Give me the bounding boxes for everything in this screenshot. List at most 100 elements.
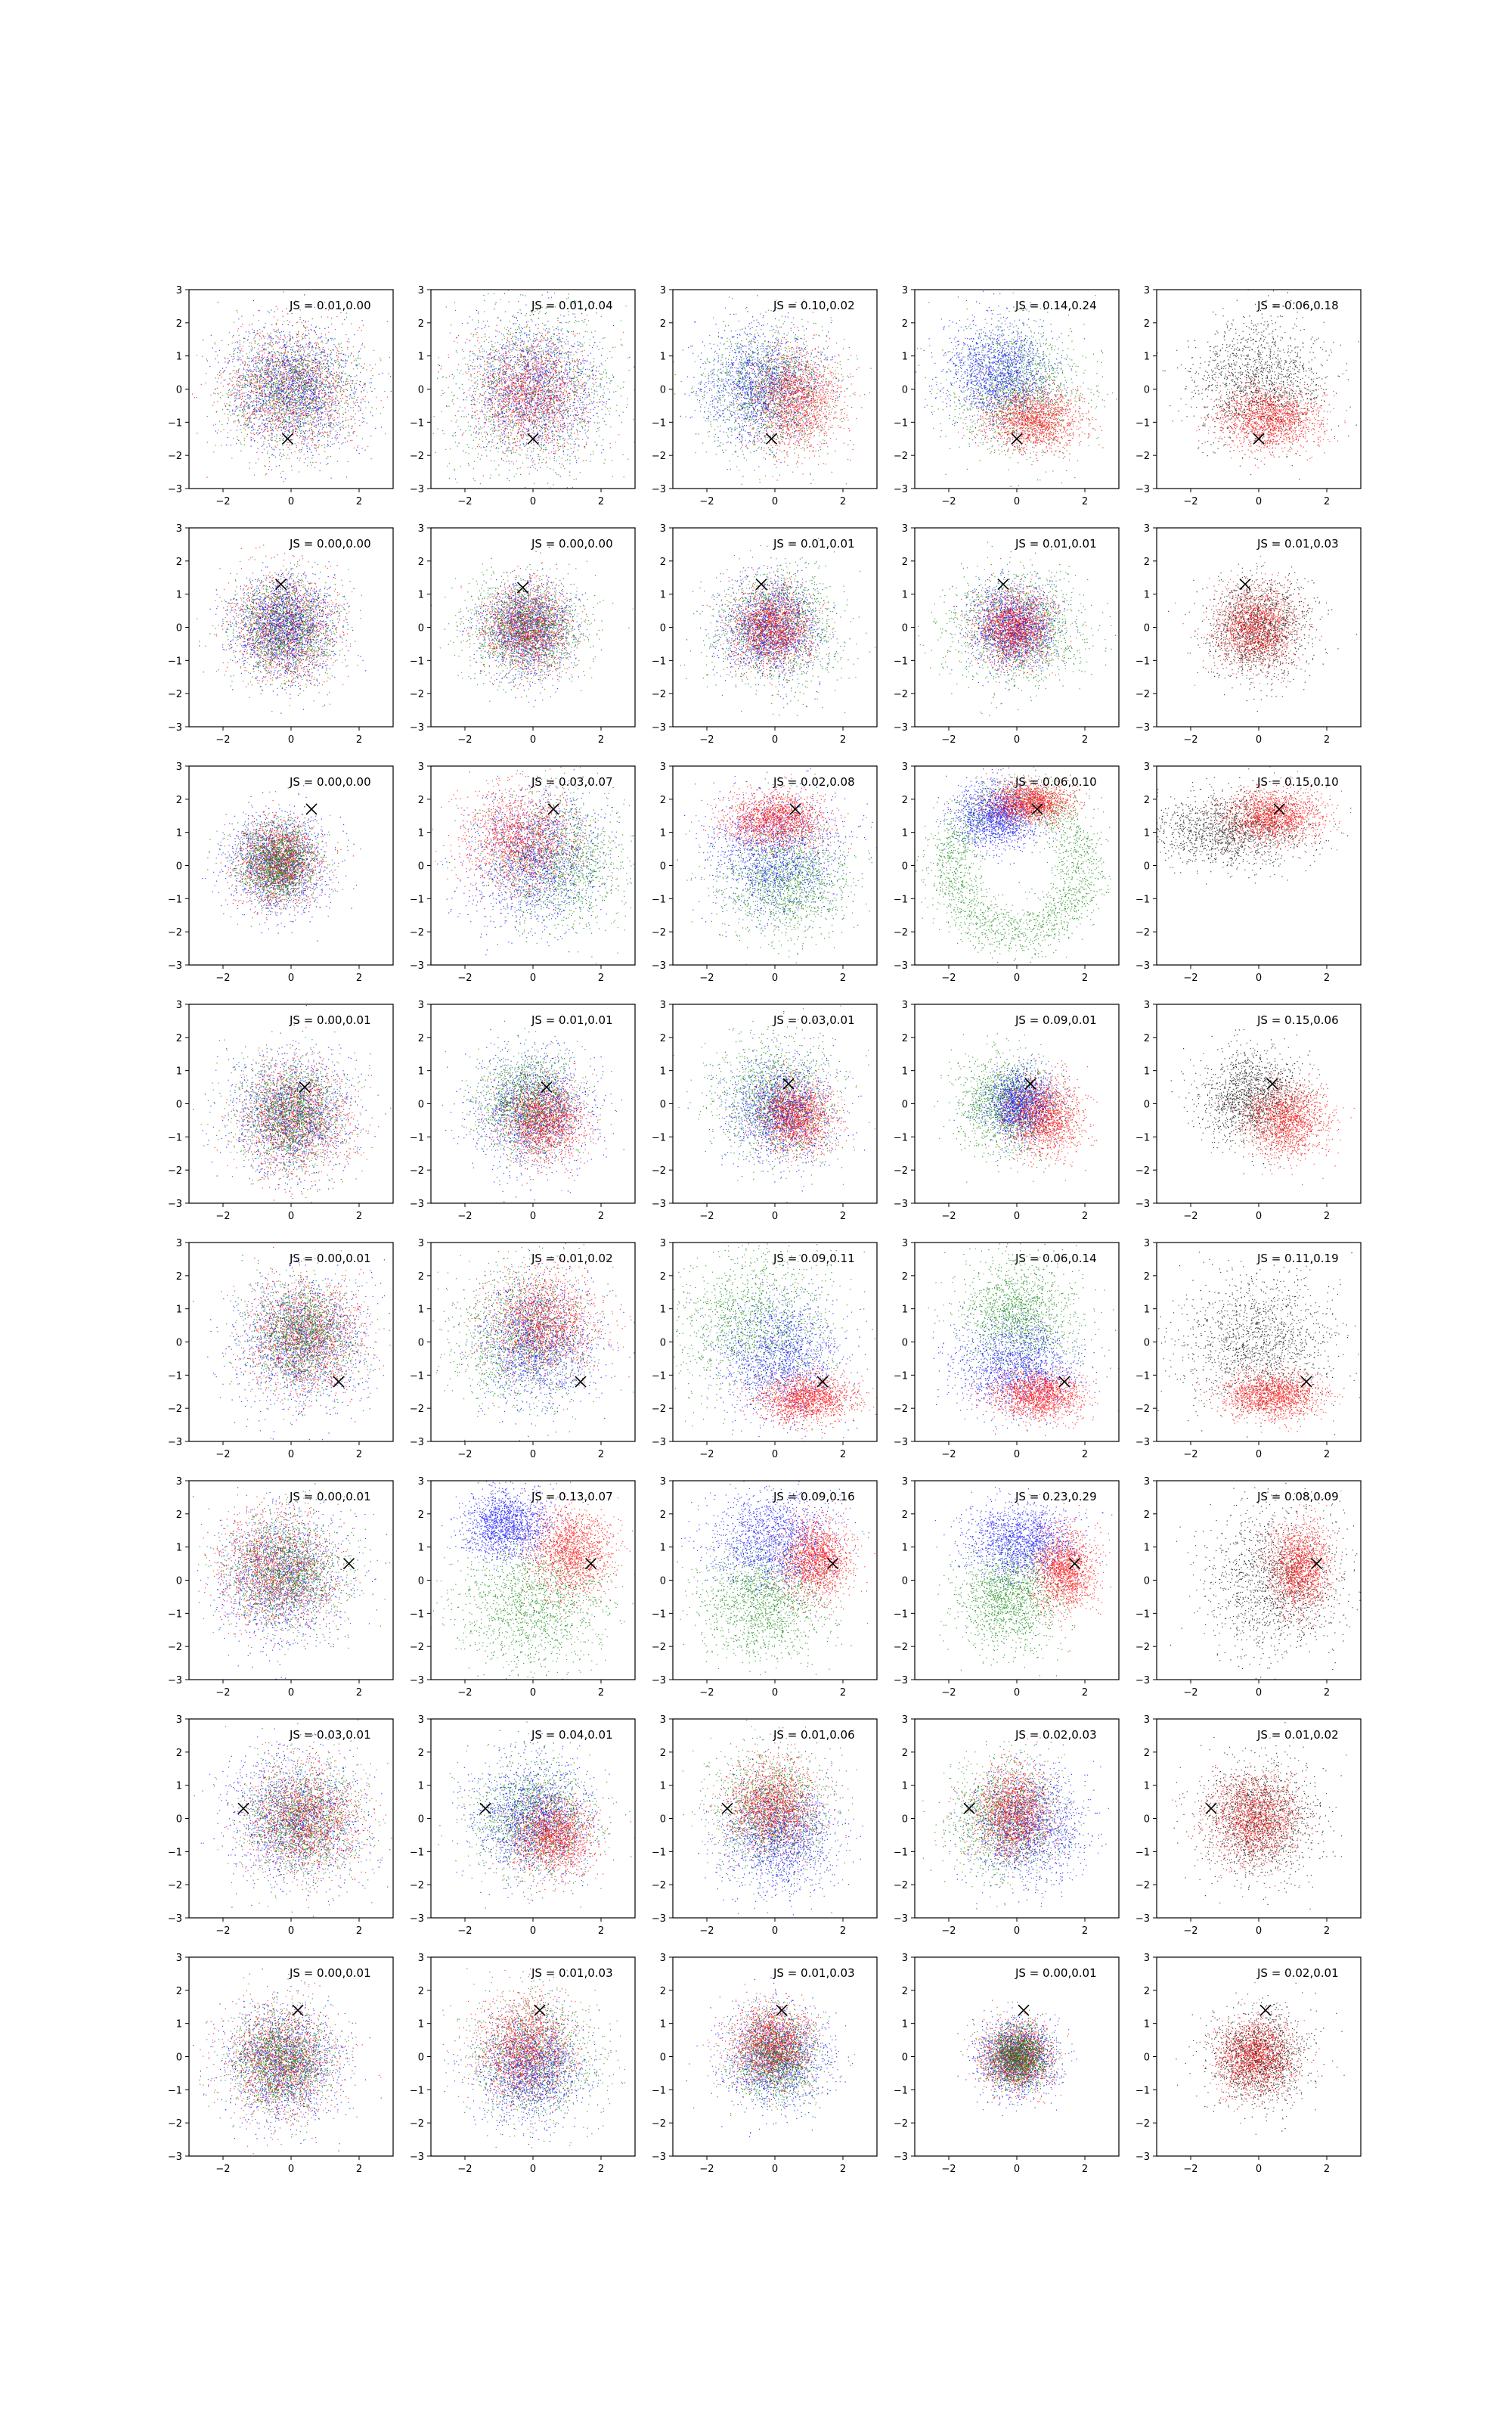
x-tick-label: −2 — [699, 496, 714, 507]
y-tick-label: 0 — [1144, 2052, 1150, 2064]
y-tick-label: 2 — [418, 1748, 424, 1759]
y-tick-label: 1 — [660, 590, 666, 601]
y-tick-label: −2 — [410, 689, 424, 700]
y-tick-label: −2 — [168, 451, 182, 462]
js-annotation: JS = 0.00,0.01 — [289, 1966, 371, 1980]
x-tick-label: 2 — [1082, 1211, 1088, 1222]
js-annotation: JS = 0.01,0.03 — [531, 1966, 613, 1980]
y-tick-label: −3 — [1136, 2152, 1150, 2163]
y-tick-label: 3 — [418, 1953, 424, 1964]
x-tick-label: −2 — [1183, 1211, 1198, 1222]
y-tick-label: 3 — [418, 285, 424, 296]
y-tick-label: −1 — [1136, 2085, 1150, 2096]
x-tick-label: 0 — [1256, 1925, 1262, 1937]
js-annotation: JS = 0.00,0.01 — [289, 1252, 371, 1265]
x-tick-label: 2 — [840, 973, 846, 984]
y-tick-label: −2 — [1136, 2118, 1150, 2130]
y-tick-label: 2 — [176, 1748, 182, 1759]
y-tick-label: −2 — [1136, 1404, 1150, 1415]
y-tick-label: 2 — [1144, 1986, 1150, 1997]
x-tick-label: 2 — [1324, 496, 1330, 507]
js-annotation: JS = 0.09,0.11 — [773, 1252, 855, 1265]
js-annotation: JS = 0.02,0.03 — [1015, 1728, 1097, 1742]
x-tick-label: −2 — [215, 496, 230, 507]
x-tick-label: 0 — [530, 496, 536, 507]
x-tick-label: −2 — [457, 1687, 472, 1699]
x-tick-label: −2 — [941, 734, 956, 746]
y-tick-label: 1 — [418, 1543, 424, 1554]
y-tick-label: 0 — [902, 1814, 908, 1826]
x-tick-label: −2 — [941, 496, 956, 507]
y-tick-label: −1 — [410, 1132, 424, 1143]
y-tick-label: 3 — [660, 1238, 666, 1249]
x-tick-label: −2 — [941, 1211, 956, 1222]
x-tick-label: 0 — [1014, 1925, 1020, 1937]
y-tick-label: −3 — [894, 1675, 908, 1686]
y-tick-label: −2 — [652, 927, 666, 939]
y-tick-label: 3 — [418, 762, 424, 773]
x-tick-label: 0 — [530, 1925, 536, 1937]
y-tick-label: 2 — [1144, 1748, 1150, 1759]
y-tick-label: 2 — [660, 318, 666, 330]
x-tick-label: −2 — [457, 1925, 472, 1937]
js-annotation: JS = 0.15,0.06 — [1256, 1013, 1339, 1027]
y-tick-label: −3 — [410, 2152, 424, 2163]
x-tick-label: 2 — [598, 734, 604, 746]
y-tick-label: −3 — [894, 1913, 908, 1925]
x-tick-label: 2 — [840, 1211, 846, 1222]
y-tick-label: 3 — [902, 285, 908, 296]
x-tick-label: 0 — [1014, 1449, 1020, 1460]
y-tick-label: 2 — [1144, 1271, 1150, 1283]
y-tick-label: 3 — [1144, 1238, 1150, 1249]
y-tick-label: 0 — [1144, 1338, 1150, 1349]
y-tick-label: −2 — [894, 1165, 908, 1177]
y-tick-label: 0 — [902, 1576, 908, 1587]
y-tick-label: 1 — [418, 352, 424, 363]
y-tick-label: −1 — [652, 2085, 666, 2096]
y-tick-label: −2 — [894, 689, 908, 700]
y-tick-label: −1 — [894, 894, 908, 905]
y-tick-label: −3 — [652, 484, 666, 495]
x-tick-label: −2 — [941, 2164, 956, 2175]
x-tick-label: −2 — [699, 1687, 714, 1699]
y-tick-label: 0 — [902, 2052, 908, 2064]
x-tick-label: 0 — [1256, 2164, 1262, 2175]
js-annotation: JS = 0.00,0.00 — [531, 537, 613, 551]
x-tick-label: −2 — [215, 1925, 230, 1937]
y-tick-label: 1 — [660, 828, 666, 839]
y-tick-label: 0 — [660, 1576, 666, 1587]
x-tick-label: 0 — [288, 1211, 294, 1222]
y-tick-label: 1 — [176, 1066, 182, 1078]
y-tick-label: 0 — [176, 1100, 182, 1111]
y-tick-label: −3 — [1136, 1675, 1150, 1686]
y-tick-label: −2 — [168, 2118, 182, 2130]
y-tick-label: −3 — [1136, 484, 1150, 495]
y-tick-label: 1 — [176, 1781, 182, 1792]
y-tick-label: 0 — [418, 1814, 424, 1826]
js-annotation: JS = 0.09,0.01 — [1015, 1013, 1097, 1027]
y-tick-label: 3 — [1144, 1953, 1150, 1964]
y-tick-label: 3 — [176, 1714, 182, 1726]
y-tick-label: −2 — [168, 689, 182, 700]
y-tick-label: −3 — [1136, 1199, 1150, 1210]
x-tick-label: 0 — [772, 734, 778, 746]
y-tick-label: 1 — [902, 1066, 908, 1078]
y-tick-label: −1 — [894, 1609, 908, 1620]
y-tick-label: −1 — [1136, 1609, 1150, 1620]
y-tick-label: 2 — [176, 1986, 182, 1997]
x-tick-label: −2 — [1183, 496, 1198, 507]
x-tick-label: 2 — [356, 1687, 362, 1699]
js-annotation: JS = 0.08,0.09 — [1256, 1490, 1339, 1503]
y-tick-label: 1 — [902, 2019, 908, 2031]
y-tick-label: −1 — [168, 656, 182, 667]
y-tick-label: −3 — [410, 1437, 424, 1448]
y-tick-label: −2 — [1136, 1642, 1150, 1653]
x-tick-label: −2 — [941, 973, 956, 984]
y-tick-label: −2 — [894, 1404, 908, 1415]
y-tick-label: −2 — [410, 451, 424, 462]
y-tick-label: −2 — [168, 1880, 182, 1891]
y-tick-label: −2 — [1136, 1880, 1150, 1891]
y-tick-label: −3 — [410, 1199, 424, 1210]
y-tick-label: 2 — [418, 1986, 424, 1997]
y-tick-label: −2 — [1136, 1165, 1150, 1177]
